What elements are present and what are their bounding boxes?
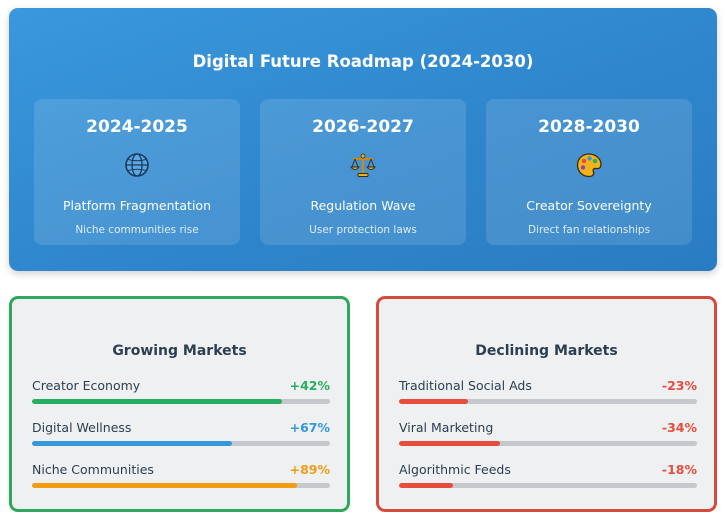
progress-fill xyxy=(399,441,501,446)
panel-title: Declining Markets xyxy=(475,343,618,359)
metric-value: -23% xyxy=(661,378,697,393)
metric-row: Niche Communities +89% xyxy=(32,462,330,492)
roadmap-title: Digital Future Roadmap (2024-2030) xyxy=(192,52,534,71)
phase-name: Platform Fragmentation xyxy=(63,198,211,213)
metric-label: Creator Economy xyxy=(32,378,141,393)
phase-card-2028-2030: 2028-2030 Creator Sovereignty Direct fan… xyxy=(486,99,692,245)
metric-row: Creator Economy +42% xyxy=(32,378,330,408)
metric-label: Traditional Social Ads xyxy=(399,378,532,393)
metric-label: Viral Marketing xyxy=(399,420,494,435)
progress-track xyxy=(399,399,697,404)
phase-description: User protection laws xyxy=(309,224,417,236)
progress-fill xyxy=(399,399,468,404)
metric-label: Niche Communities xyxy=(32,462,154,477)
progress-track xyxy=(399,441,697,446)
panel-title: Growing Markets xyxy=(112,343,247,359)
progress-fill xyxy=(32,441,232,446)
progress-track xyxy=(399,483,697,488)
phase-name: Regulation Wave xyxy=(310,198,416,213)
growing-markets-panel: Growing Markets Creator Economy +42% Dig… xyxy=(9,296,350,512)
phase-description: Niche communities rise xyxy=(75,224,199,236)
metric-row: Traditional Social Ads -23% xyxy=(399,378,697,408)
progress-fill xyxy=(32,483,298,488)
progress-fill xyxy=(399,483,453,488)
phase-years: 2028-2030 xyxy=(538,117,640,137)
metric-value: +89% xyxy=(289,462,330,477)
phase-years: 2024-2025 xyxy=(86,117,188,137)
metric-value: +67% xyxy=(289,420,330,435)
declining-markets-panel: Declining Markets Traditional Social Ads… xyxy=(376,296,717,512)
metric-row: Algorithmic Feeds -18% xyxy=(399,462,697,492)
phase-years: 2026-2027 xyxy=(312,117,414,137)
balance-scale-icon xyxy=(349,151,377,179)
phase-description: Direct fan relationships xyxy=(527,224,651,236)
metric-row: Viral Marketing -34% xyxy=(399,420,697,450)
phase-name: Creator Sovereignty xyxy=(526,198,652,213)
roadmap-banner: Digital Future Roadmap (2024-2030) 2024-… xyxy=(9,8,717,271)
progress-track xyxy=(32,483,330,488)
phase-card-2024-2025: 2024-2025 Platform Fragmentation Niche c… xyxy=(34,99,240,245)
metric-label: Digital Wellness xyxy=(32,420,132,435)
metric-row: Digital Wellness +67% xyxy=(32,420,330,450)
progress-fill xyxy=(32,399,283,404)
metric-label: Algorithmic Feeds xyxy=(399,462,511,477)
globe-icon xyxy=(123,151,151,179)
metric-value: -18% xyxy=(661,462,697,477)
phase-card-2026-2027: 2026-2027 Regulation Wave User protectio… xyxy=(260,99,466,245)
metric-value: +42% xyxy=(289,378,330,393)
metric-value: -34% xyxy=(661,420,697,435)
artist-palette-icon xyxy=(575,151,603,179)
progress-track xyxy=(32,441,330,446)
progress-track xyxy=(32,399,330,404)
